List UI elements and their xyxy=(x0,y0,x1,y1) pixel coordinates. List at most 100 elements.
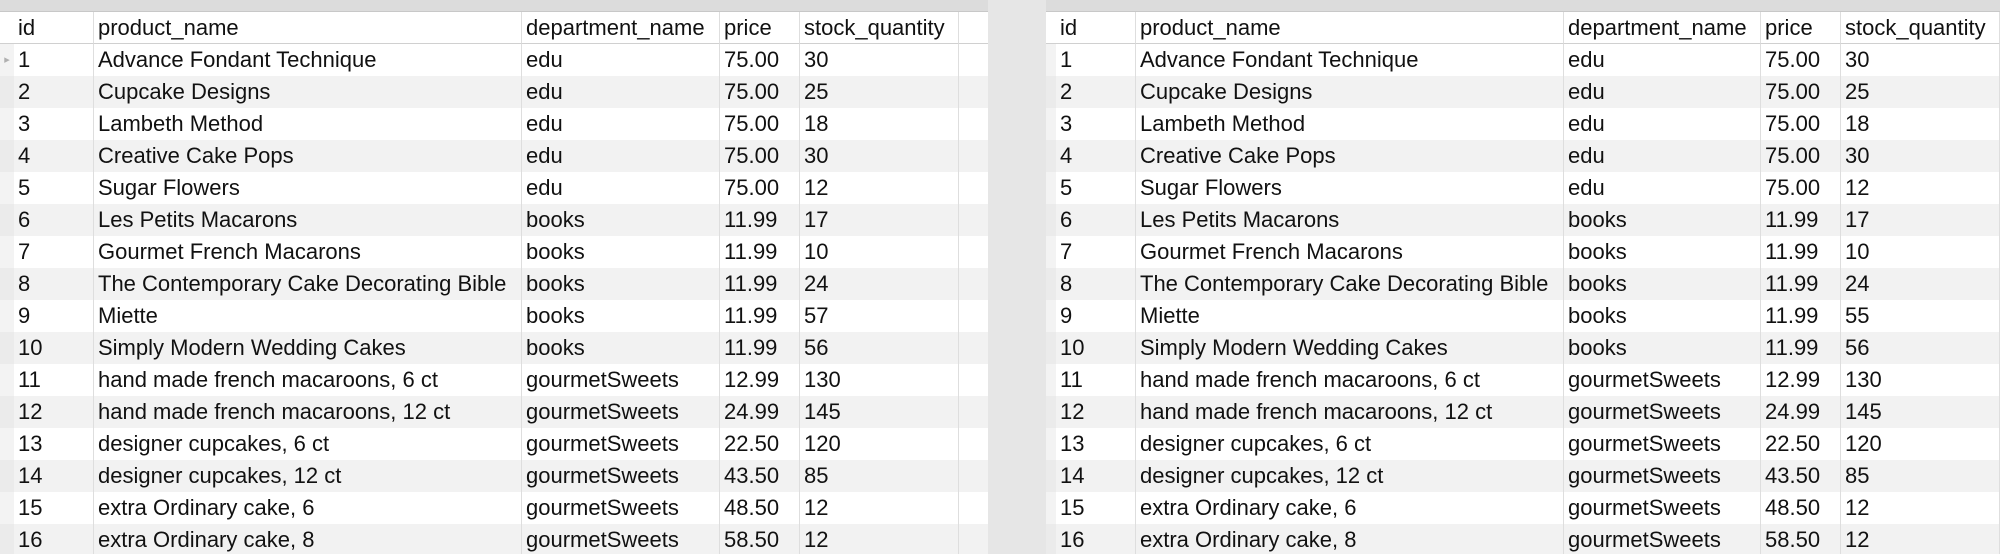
cell-department_name[interactable]: edu xyxy=(522,44,720,76)
cell-id[interactable]: 6 xyxy=(1056,204,1136,236)
cell-price[interactable]: 48.50 xyxy=(720,492,800,524)
cell-stock_quantity[interactable]: 25 xyxy=(1841,76,2000,108)
cell-price[interactable]: 22.50 xyxy=(720,428,800,460)
cell-product_name[interactable]: Lambeth Method xyxy=(94,108,522,140)
cell-department_name[interactable]: books xyxy=(1564,236,1761,268)
cell-price[interactable]: 11.99 xyxy=(1761,332,1841,364)
column-header-department_name[interactable]: department_name xyxy=(522,12,720,44)
row-gutter[interactable] xyxy=(0,460,14,492)
cell-stock_quantity[interactable]: 30 xyxy=(1841,44,2000,76)
row-gutter[interactable] xyxy=(0,172,14,204)
cell-stock_quantity[interactable]: 120 xyxy=(800,428,959,460)
cell-price[interactable]: 11.99 xyxy=(720,300,800,332)
cell-stock_quantity[interactable]: 56 xyxy=(800,332,959,364)
cell-id[interactable]: 9 xyxy=(14,300,94,332)
row-gutter[interactable] xyxy=(1046,76,1056,108)
cell-id[interactable]: 3 xyxy=(1056,108,1136,140)
cell-product_name[interactable]: hand made french macaroons, 6 ct xyxy=(1136,364,1564,396)
cell-stock_quantity[interactable]: 12 xyxy=(1841,172,2000,204)
column-header-product_name[interactable]: product_name xyxy=(1136,12,1564,44)
cell-price[interactable]: 75.00 xyxy=(720,140,800,172)
column-header-product_name[interactable]: product_name xyxy=(94,12,522,44)
cell-product_name[interactable]: Simply Modern Wedding Cakes xyxy=(94,332,522,364)
cell-department_name[interactable]: gourmetSweets xyxy=(1564,524,1761,554)
cell-department_name[interactable]: edu xyxy=(1564,108,1761,140)
row-gutter[interactable] xyxy=(1046,108,1056,140)
row-gutter[interactable] xyxy=(1046,332,1056,364)
cell-id[interactable]: 15 xyxy=(1056,492,1136,524)
row-gutter[interactable] xyxy=(0,524,14,554)
cell-department_name[interactable]: gourmetSweets xyxy=(522,460,720,492)
cell-stock_quantity[interactable]: 25 xyxy=(800,76,959,108)
row-gutter[interactable] xyxy=(1046,460,1056,492)
cell-department_name[interactable]: gourmetSweets xyxy=(522,428,720,460)
cell-department_name[interactable]: gourmetSweets xyxy=(522,396,720,428)
cell-id[interactable]: 7 xyxy=(14,236,94,268)
column-header-price[interactable]: price xyxy=(720,12,800,44)
cell-department_name[interactable]: books xyxy=(522,204,720,236)
left-results-grid[interactable]: id product_name department_name price stock_… xyxy=(0,0,988,554)
cell-department_name[interactable]: gourmetSweets xyxy=(1564,428,1761,460)
cell-price[interactable]: 11.99 xyxy=(1761,268,1841,300)
cell-department_name[interactable]: gourmetSweets xyxy=(1564,492,1761,524)
cell-stock_quantity[interactable]: 130 xyxy=(800,364,959,396)
cell-department_name[interactable]: edu xyxy=(1564,140,1761,172)
cell-stock_quantity[interactable]: 85 xyxy=(1841,460,2000,492)
row-gutter[interactable] xyxy=(0,332,14,364)
cell-price[interactable]: 22.50 xyxy=(1761,428,1841,460)
cell-stock_quantity[interactable]: 56 xyxy=(1841,332,2000,364)
right-results-grid[interactable]: id product_name department_name price stock_… xyxy=(1046,0,2000,554)
cell-id[interactable]: 2 xyxy=(14,76,94,108)
cell-id[interactable]: 6 xyxy=(14,204,94,236)
cell-id[interactable]: 16 xyxy=(14,524,94,554)
cell-id[interactable]: 15 xyxy=(14,492,94,524)
cell-price[interactable]: 24.99 xyxy=(720,396,800,428)
cell-id[interactable]: 11 xyxy=(1056,364,1136,396)
cell-stock_quantity[interactable]: 18 xyxy=(800,108,959,140)
cell-price[interactable]: 11.99 xyxy=(720,204,800,236)
cell-price[interactable]: 75.00 xyxy=(720,44,800,76)
cell-stock_quantity[interactable]: 10 xyxy=(1841,236,2000,268)
row-gutter[interactable] xyxy=(0,76,14,108)
cell-id[interactable]: 1 xyxy=(14,44,94,76)
cell-stock_quantity[interactable]: 18 xyxy=(1841,108,2000,140)
row-gutter[interactable] xyxy=(1046,140,1056,172)
cell-stock_quantity[interactable]: 12 xyxy=(800,524,959,554)
cell-price[interactable]: 11.99 xyxy=(1761,236,1841,268)
cell-stock_quantity[interactable]: 120 xyxy=(1841,428,2000,460)
row-gutter[interactable] xyxy=(1046,396,1056,428)
cell-id[interactable]: 5 xyxy=(14,172,94,204)
cell-price[interactable]: 11.99 xyxy=(1761,300,1841,332)
cell-id[interactable]: 14 xyxy=(14,460,94,492)
cell-price[interactable]: 58.50 xyxy=(1761,524,1841,554)
cell-stock_quantity[interactable]: 24 xyxy=(800,268,959,300)
cell-product_name[interactable]: extra Ordinary cake, 6 xyxy=(94,492,522,524)
row-gutter[interactable] xyxy=(1046,428,1056,460)
cell-department_name[interactable]: edu xyxy=(1564,172,1761,204)
cell-price[interactable]: 48.50 xyxy=(1761,492,1841,524)
cell-id[interactable]: 8 xyxy=(14,268,94,300)
cell-stock_quantity[interactable]: 57 xyxy=(800,300,959,332)
cell-department_name[interactable]: edu xyxy=(522,76,720,108)
cell-id[interactable]: 16 xyxy=(1056,524,1136,554)
cell-stock_quantity[interactable]: 145 xyxy=(1841,396,2000,428)
cell-price[interactable]: 24.99 xyxy=(1761,396,1841,428)
cell-product_name[interactable]: Advance Fondant Technique xyxy=(1136,44,1564,76)
cell-product_name[interactable]: Miette xyxy=(1136,300,1564,332)
cell-stock_quantity[interactable]: 30 xyxy=(800,140,959,172)
column-header-id[interactable]: id xyxy=(14,12,94,44)
cell-stock_quantity[interactable]: 30 xyxy=(800,44,959,76)
column-header-stock_quantity[interactable]: stock_quantity xyxy=(1841,12,2000,44)
cell-department_name[interactable]: gourmetSweets xyxy=(1564,396,1761,428)
cell-department_name[interactable]: gourmetSweets xyxy=(1564,364,1761,396)
cell-price[interactable]: 12.99 xyxy=(1761,364,1841,396)
cell-stock_quantity[interactable]: 17 xyxy=(1841,204,2000,236)
cell-stock_quantity[interactable]: 12 xyxy=(800,492,959,524)
cell-product_name[interactable]: Gourmet French Macarons xyxy=(94,236,522,268)
cell-price[interactable]: 75.00 xyxy=(720,172,800,204)
cell-price[interactable]: 58.50 xyxy=(720,524,800,554)
cell-price[interactable]: 11.99 xyxy=(1761,204,1841,236)
cell-id[interactable]: 1 xyxy=(1056,44,1136,76)
row-gutter[interactable] xyxy=(0,428,14,460)
cell-product_name[interactable]: Cupcake Designs xyxy=(1136,76,1564,108)
